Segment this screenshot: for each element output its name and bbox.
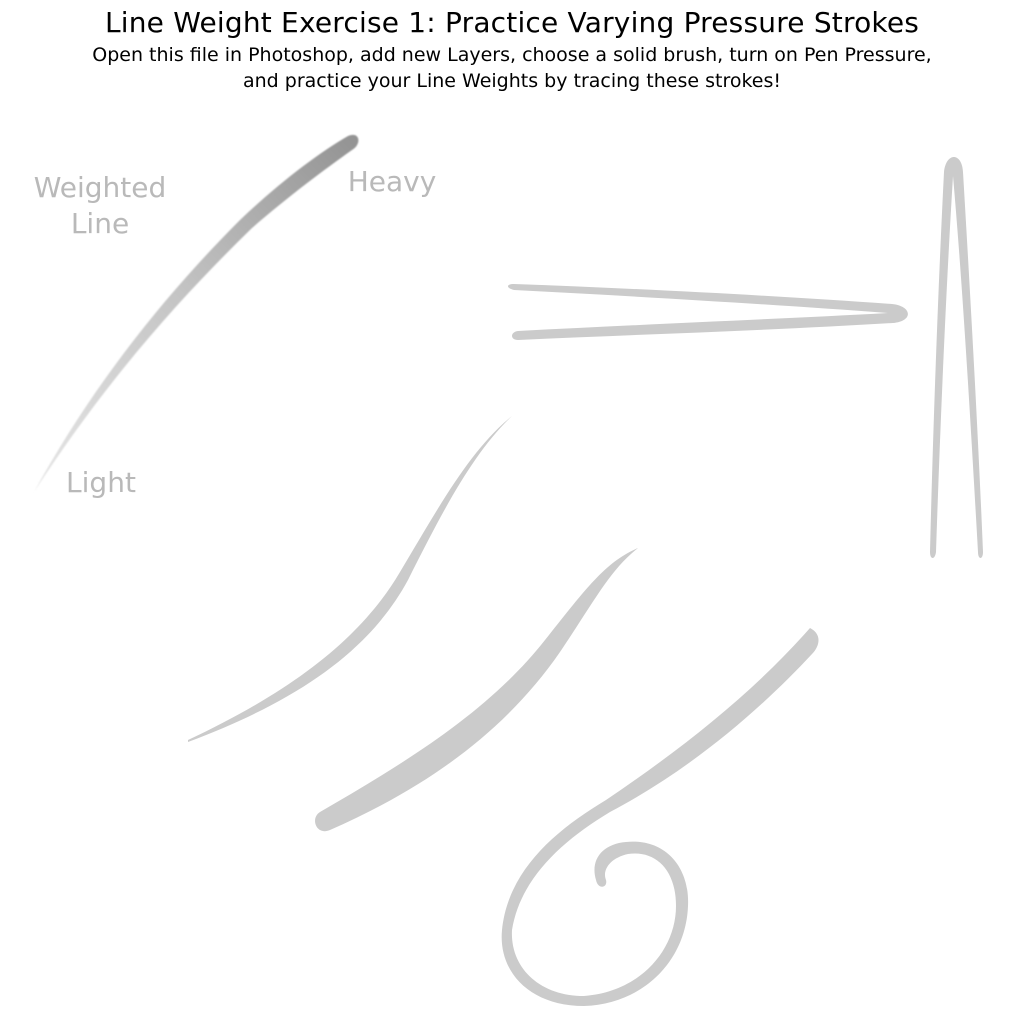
instructions-line-2: and practice your Line Weights by tracin… bbox=[242, 70, 781, 92]
weighted-line-label-text: Weighted Line bbox=[33, 171, 167, 240]
weighted-line-label: Weighted Line bbox=[22, 170, 178, 242]
instructions-line-1: Open this file in Photoshop, add new Lay… bbox=[92, 44, 932, 66]
light-label: Light bbox=[66, 466, 136, 499]
s-curve-stroke-1 bbox=[188, 416, 512, 742]
s-curve-stroke-2 bbox=[315, 548, 638, 832]
horizontal-hairpin-stroke bbox=[508, 284, 908, 340]
heavy-label: Heavy bbox=[347, 165, 437, 198]
curl-stroke bbox=[501, 628, 819, 1006]
instructions: Open this file in Photoshop, add new Lay… bbox=[0, 42, 1024, 94]
page-title: Line Weight Exercise 1: Practice Varying… bbox=[104, 6, 920, 39]
vertical-hairpin-stroke bbox=[930, 157, 983, 558]
